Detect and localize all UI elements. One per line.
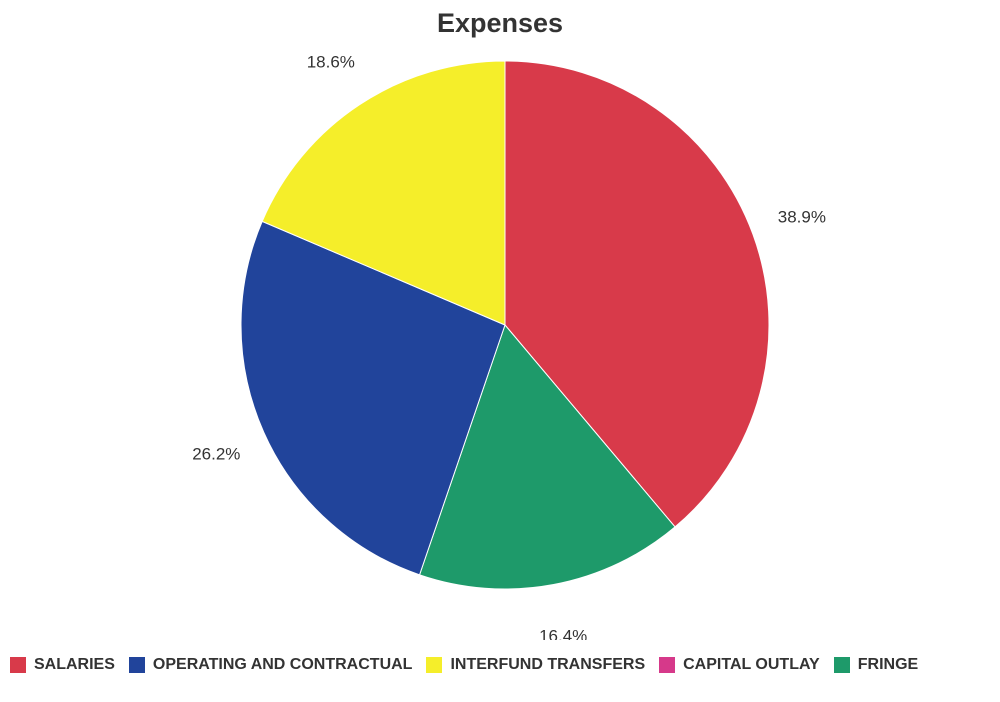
legend-swatch: [128, 657, 145, 673]
pie-slice-interfund-transfers: [261, 60, 506, 326]
legend-label: INTERFUND TRANSFERS: [450, 656, 646, 673]
legend-label: SALARIES: [34, 656, 115, 673]
legend-item-interfund-transfers: INTERFUND TRANSFERS: [426, 652, 645, 678]
pie-slice-salaries: [504, 60, 770, 528]
legend-swatch: [659, 657, 676, 673]
legend-item-operating-and-contractual: OPERATING AND CONTRACTUAL: [128, 652, 413, 678]
slice-label-operating-and-contractual: 26.2%: [192, 445, 240, 464]
legend-item-fringe: FRINGE: [833, 652, 919, 678]
legend-item-salaries: SALARIES: [10, 652, 115, 678]
chart-title: Expenses: [436, 8, 564, 38]
legend-item-capital-outlay: CAPITAL OUTLAY: [659, 652, 820, 678]
legend-swatch: [426, 657, 443, 673]
legend-label: FRINGE: [857, 656, 919, 673]
legend-label: CAPITAL OUTLAY: [683, 656, 820, 673]
slice-label-fringe: 16.4%: [539, 627, 587, 640]
legend-label: OPERATING AND CONTRACTUAL: [152, 656, 413, 673]
pie-chart: 38.9% 16.4% 26.2% 18.6%: [192, 52, 826, 640]
pie-slice-operating-and-contractual: [240, 220, 506, 576]
legend-swatch: [833, 657, 850, 673]
slice-label-salaries: 38.9%: [778, 208, 826, 227]
legend: SALARIES OPERATING AND CONTRACTUAL INTERFU…: [10, 652, 1000, 682]
pie-slice-fringe: [418, 324, 676, 590]
legend-swatch: [10, 657, 26, 673]
slice-label-interfund-transfers: 18.6%: [307, 52, 355, 71]
